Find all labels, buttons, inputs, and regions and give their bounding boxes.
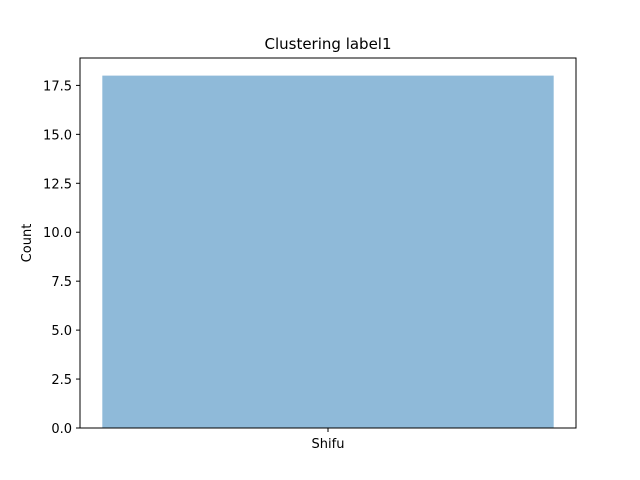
y-tick-label: 12.5 (43, 177, 72, 192)
bar-shifu (102, 75, 554, 428)
y-tick-label: 5.0 (51, 324, 72, 339)
chart-title: Clustering label1 (264, 35, 391, 53)
y-tick-label: 15.0 (43, 128, 72, 143)
bars-group (102, 75, 554, 428)
x-axis: Shifu (312, 428, 345, 452)
y-tick-label: 10.0 (43, 226, 72, 241)
x-tick-label-shifu: Shifu (312, 437, 345, 452)
y-tick-label: 17.5 (43, 79, 72, 94)
y-axis: 0.0 2.5 5.0 7.5 10.0 12.5 15.0 17.5 (43, 79, 80, 437)
y-tick-label: 2.5 (51, 373, 72, 388)
y-tick-label: 0.0 (51, 422, 72, 437)
y-tick-label: 7.5 (51, 275, 72, 290)
y-axis-label: Count (20, 224, 35, 263)
plot-area (79, 57, 577, 429)
